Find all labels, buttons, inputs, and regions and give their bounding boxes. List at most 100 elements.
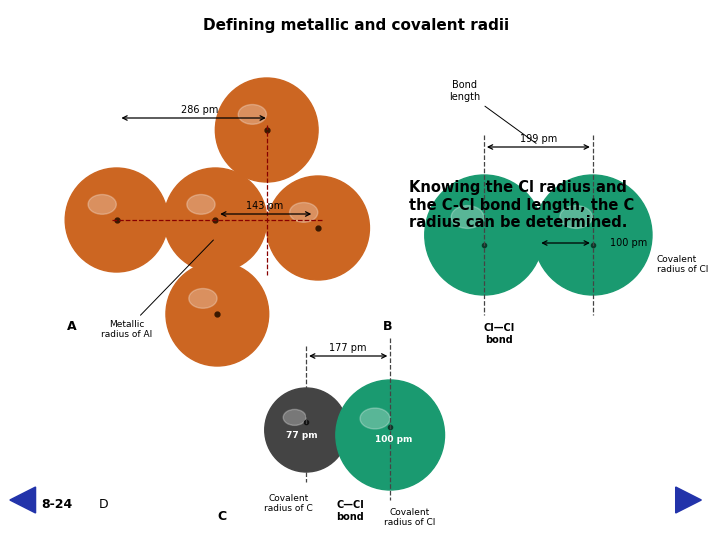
Ellipse shape (88, 194, 117, 214)
Ellipse shape (186, 282, 248, 346)
Ellipse shape (203, 300, 232, 328)
Text: 177 pm: 177 pm (330, 343, 367, 353)
Ellipse shape (79, 183, 153, 258)
Ellipse shape (292, 416, 320, 444)
Ellipse shape (448, 198, 521, 272)
Ellipse shape (339, 383, 441, 487)
Ellipse shape (586, 228, 599, 242)
Ellipse shape (221, 84, 312, 176)
Ellipse shape (250, 113, 284, 147)
Ellipse shape (312, 222, 324, 234)
Ellipse shape (576, 218, 609, 252)
Ellipse shape (336, 380, 444, 490)
Ellipse shape (267, 390, 346, 470)
Ellipse shape (96, 200, 137, 240)
Ellipse shape (266, 176, 369, 280)
Ellipse shape (275, 185, 361, 271)
Ellipse shape (300, 423, 313, 437)
Text: C—Cl
bond: C—Cl bond (336, 500, 364, 522)
Ellipse shape (444, 195, 523, 275)
Text: Metallic
radius of Al: Metallic radius of Al (101, 240, 213, 340)
Ellipse shape (294, 418, 318, 442)
Ellipse shape (570, 212, 616, 258)
Polygon shape (10, 487, 35, 513)
Ellipse shape (265, 388, 348, 472)
Text: Knowing the Cl radius and
the C-Cl bond length, the C
radius can be determined.: Knowing the Cl radius and the C-Cl bond … (409, 180, 634, 230)
Ellipse shape (264, 127, 269, 133)
Ellipse shape (94, 197, 140, 243)
Ellipse shape (451, 201, 517, 268)
Ellipse shape (189, 288, 217, 308)
Ellipse shape (536, 178, 649, 292)
Ellipse shape (580, 221, 606, 248)
Ellipse shape (454, 205, 513, 265)
Ellipse shape (167, 171, 264, 269)
Ellipse shape (372, 417, 408, 454)
Ellipse shape (467, 218, 500, 252)
Ellipse shape (212, 308, 223, 320)
Ellipse shape (310, 219, 327, 237)
Ellipse shape (354, 399, 426, 471)
Ellipse shape (73, 177, 159, 264)
Ellipse shape (215, 78, 318, 182)
Ellipse shape (238, 101, 295, 159)
Ellipse shape (271, 395, 341, 465)
Text: Covalent
radius of Cl: Covalent radius of Cl (384, 508, 436, 528)
Ellipse shape (276, 400, 336, 460)
Ellipse shape (76, 180, 156, 260)
Ellipse shape (477, 228, 490, 242)
Ellipse shape (573, 215, 613, 255)
Ellipse shape (345, 389, 436, 481)
Ellipse shape (192, 197, 238, 243)
Ellipse shape (534, 175, 652, 295)
Ellipse shape (471, 221, 498, 248)
Ellipse shape (298, 208, 338, 248)
Ellipse shape (194, 291, 240, 337)
Ellipse shape (218, 81, 315, 179)
Text: Covalent
radius of Cl: Covalent radius of Cl (657, 255, 708, 274)
Ellipse shape (546, 188, 639, 282)
Text: 100 pm: 100 pm (611, 238, 648, 248)
Ellipse shape (235, 98, 298, 162)
Ellipse shape (284, 193, 352, 262)
Ellipse shape (474, 225, 494, 245)
Ellipse shape (384, 429, 396, 441)
Ellipse shape (297, 421, 315, 440)
Ellipse shape (540, 181, 645, 288)
Ellipse shape (286, 409, 327, 451)
Ellipse shape (181, 185, 250, 255)
Ellipse shape (212, 217, 218, 223)
Ellipse shape (283, 409, 306, 426)
Ellipse shape (247, 110, 287, 150)
Ellipse shape (360, 408, 390, 429)
Ellipse shape (186, 191, 244, 249)
Ellipse shape (283, 407, 329, 454)
Ellipse shape (187, 194, 215, 214)
Ellipse shape (342, 386, 438, 484)
Ellipse shape (111, 214, 122, 226)
Ellipse shape (290, 414, 323, 447)
Ellipse shape (99, 202, 134, 238)
Ellipse shape (307, 217, 330, 240)
Ellipse shape (366, 410, 414, 460)
Ellipse shape (553, 195, 632, 275)
Ellipse shape (295, 205, 341, 251)
Ellipse shape (458, 208, 510, 262)
Ellipse shape (481, 232, 487, 238)
Ellipse shape (435, 185, 534, 285)
Ellipse shape (233, 96, 301, 165)
Ellipse shape (66, 168, 168, 272)
Ellipse shape (557, 198, 629, 272)
Ellipse shape (244, 107, 289, 153)
Ellipse shape (559, 201, 626, 268)
Ellipse shape (375, 420, 405, 450)
Ellipse shape (464, 215, 504, 255)
Text: C: C (217, 510, 227, 523)
Ellipse shape (360, 404, 420, 465)
Ellipse shape (431, 181, 536, 288)
Ellipse shape (441, 192, 527, 278)
Text: 286 pm: 286 pm (181, 105, 218, 115)
Ellipse shape (287, 196, 349, 260)
Ellipse shape (451, 206, 484, 228)
Ellipse shape (279, 402, 334, 458)
